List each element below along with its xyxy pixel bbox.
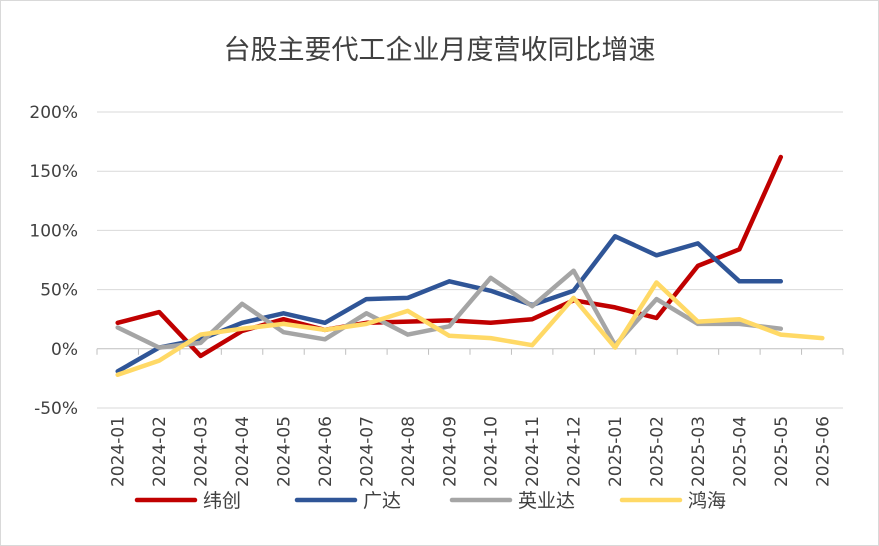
x-tick-label: 2024-12 [565, 416, 585, 487]
series-line [115, 154, 784, 359]
legend-label: 纬创 [203, 490, 241, 512]
y-tick-label: -50% [34, 399, 78, 419]
x-tick-label: 2024-08 [399, 416, 419, 487]
y-tick-label: 0% [51, 340, 78, 360]
chart-title: 台股主要代工企业月度营收同比增速 [223, 35, 656, 66]
x-tick-label: 2025-05 [772, 416, 792, 487]
y-tick-label: 100% [29, 221, 78, 241]
x-tick-label: 2025-04 [730, 416, 750, 487]
series-line [115, 268, 784, 350]
x-tick-label: 2024-07 [357, 416, 377, 487]
series-lines [115, 154, 825, 378]
y-tick-label: 150% [29, 162, 78, 182]
x-tick-label: 2025-01 [606, 416, 626, 487]
legend-label: 英业达 [518, 490, 575, 512]
x-tick-label: 2024-09 [440, 416, 460, 487]
legend-label: 鸿海 [688, 490, 726, 512]
x-tick-label: 2024-05 [275, 416, 295, 487]
x-tick-label: 2024-04 [233, 416, 253, 487]
x-tick-label: 2024-10 [482, 416, 502, 487]
series-line [115, 234, 784, 374]
gridlines [97, 111, 843, 409]
x-tick-label: 2024-02 [150, 416, 170, 487]
x-tick-label: 2024-01 [109, 416, 129, 487]
legend-label: 广达 [363, 490, 401, 512]
x-tick-label: 2025-02 [648, 416, 668, 487]
y-tick-label: 50% [40, 281, 78, 301]
x-tick-label: 2025-03 [689, 416, 709, 487]
x-tick-label: 2024-06 [316, 416, 336, 487]
legend: 纬创 广达 英业达 鸿海 [134, 490, 726, 512]
x-tick-label: 2025-06 [813, 416, 833, 487]
axes: -50% 0% 50% 100% 150% 200% 2024-01 2024-02 2024-… [29, 103, 844, 487]
y-tick-label: 200% [29, 103, 78, 123]
series-line [115, 280, 825, 378]
x-tick-label: 2024-03 [192, 416, 212, 487]
x-tick-label: 2024-11 [523, 416, 543, 487]
